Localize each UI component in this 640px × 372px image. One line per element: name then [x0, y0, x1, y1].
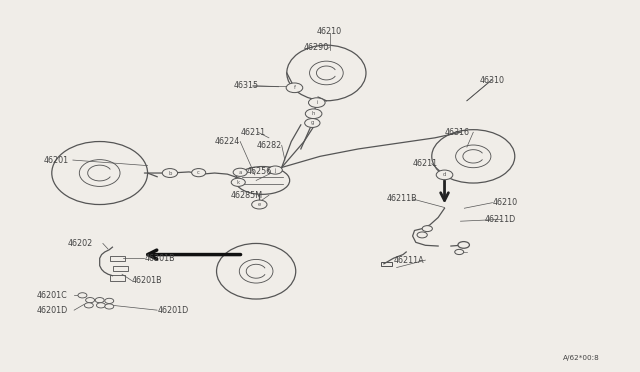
Circle shape: [95, 298, 104, 303]
Circle shape: [252, 200, 267, 209]
Circle shape: [455, 249, 464, 254]
Circle shape: [308, 98, 325, 108]
Circle shape: [305, 119, 320, 128]
Bar: [113, 266, 129, 271]
Circle shape: [163, 169, 177, 177]
Text: 46282: 46282: [256, 141, 282, 150]
Text: 46201B: 46201B: [132, 276, 162, 285]
Text: 46201B: 46201B: [145, 254, 175, 263]
Circle shape: [417, 232, 428, 238]
Circle shape: [105, 298, 114, 304]
Text: 46315: 46315: [234, 81, 259, 90]
Circle shape: [305, 109, 322, 119]
Text: 46224: 46224: [214, 137, 240, 146]
Circle shape: [436, 170, 453, 180]
Text: 46210: 46210: [492, 198, 518, 207]
Text: 46285M: 46285M: [230, 191, 262, 200]
Text: 46201C: 46201C: [36, 291, 67, 300]
Text: j: j: [275, 167, 276, 173]
Text: 46290: 46290: [304, 42, 330, 51]
Text: i: i: [316, 100, 317, 105]
Bar: [110, 256, 125, 261]
Circle shape: [86, 298, 95, 303]
Text: 46202: 46202: [68, 239, 93, 248]
Circle shape: [233, 168, 247, 176]
Text: 46211: 46211: [240, 128, 266, 137]
Text: 46310: 46310: [479, 76, 505, 85]
Text: 46211A: 46211A: [394, 256, 424, 264]
Circle shape: [422, 226, 433, 232]
Circle shape: [191, 169, 205, 177]
Circle shape: [84, 303, 93, 308]
Circle shape: [231, 178, 245, 186]
Text: A/62*00:8: A/62*00:8: [563, 355, 600, 361]
Text: 46210: 46210: [317, 26, 342, 36]
Text: k: k: [237, 180, 240, 185]
Circle shape: [97, 303, 106, 308]
Circle shape: [268, 166, 282, 174]
Text: c: c: [197, 170, 200, 175]
Text: 46201D: 46201D: [157, 306, 188, 315]
Bar: [110, 275, 125, 280]
Text: 46211D: 46211D: [484, 215, 516, 224]
Text: 46316: 46316: [445, 128, 470, 137]
Text: h: h: [312, 111, 316, 116]
Circle shape: [286, 83, 303, 93]
Text: f: f: [294, 85, 296, 90]
Text: 46256: 46256: [246, 167, 272, 176]
Circle shape: [458, 241, 469, 248]
Circle shape: [78, 293, 87, 298]
Circle shape: [105, 304, 114, 309]
Text: 46211B: 46211B: [387, 195, 418, 203]
Text: 46201: 46201: [44, 155, 69, 164]
Text: d: d: [443, 172, 446, 177]
Text: 46211: 46211: [413, 159, 438, 168]
Text: g: g: [310, 121, 314, 125]
Text: a: a: [239, 170, 242, 175]
Text: e: e: [258, 202, 261, 207]
Text: 46201D: 46201D: [36, 306, 68, 315]
Text: b: b: [168, 170, 172, 176]
